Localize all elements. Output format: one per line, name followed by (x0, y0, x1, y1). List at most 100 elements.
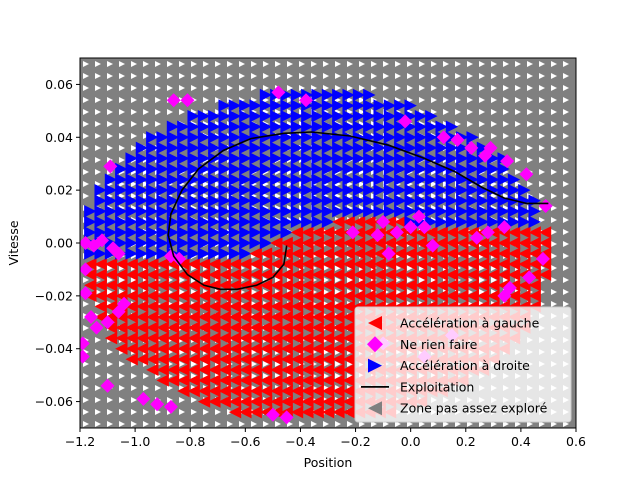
x-tick-label: −0.2 (340, 434, 370, 449)
accel-left-marker (528, 236, 541, 250)
do-nothing-marker (497, 220, 512, 235)
unexplored-marker (563, 217, 569, 223)
unexplored-marker (467, 109, 473, 115)
unexplored-marker (203, 277, 209, 283)
unexplored-marker (107, 145, 113, 151)
accel-left-marker (352, 289, 366, 303)
accel-left-marker (332, 331, 345, 345)
accel-left-marker (187, 321, 200, 334)
unexplored-marker (239, 421, 245, 427)
accel-left-marker (301, 247, 314, 260)
accel-right-marker (321, 215, 335, 229)
accel-right-marker (342, 152, 355, 165)
unexplored-marker (119, 97, 125, 103)
unexplored-marker (419, 85, 425, 91)
accel-left-marker (177, 363, 190, 377)
accel-left-marker (259, 268, 273, 281)
accel-right-marker (208, 120, 221, 133)
accel-right-marker (249, 141, 262, 155)
accel-left-marker (311, 289, 324, 303)
accel-left-marker (115, 257, 128, 271)
policy-markers (84, 88, 552, 419)
accel-right-marker (156, 205, 169, 218)
unexplored-marker (203, 193, 209, 199)
accel-right-marker (383, 131, 397, 144)
unexplored-marker (131, 385, 137, 391)
legend-box (354, 306, 572, 423)
accel-right-marker (156, 131, 169, 144)
accel-left-marker (466, 289, 479, 303)
accel-right-marker (135, 247, 149, 260)
accel-right-marker (115, 215, 128, 229)
accel-left-marker (321, 300, 335, 313)
unexplored-marker (515, 133, 521, 139)
accel-right-marker (280, 152, 293, 165)
do-nothing-marker (500, 154, 515, 169)
unexplored-marker (335, 61, 341, 67)
accel-right-marker (239, 247, 252, 260)
accel-right-marker (208, 152, 221, 165)
accel-right-marker (177, 162, 190, 176)
accel-right-marker (487, 183, 500, 197)
accel-left-marker (280, 331, 293, 345)
accel-right-marker (342, 141, 355, 155)
accel-right-marker (342, 194, 355, 207)
accel-left-marker (146, 321, 159, 334)
accel-left-marker (456, 236, 469, 250)
accel-right-marker (476, 173, 490, 186)
accel-left-marker (404, 289, 417, 303)
unexplored-marker (551, 121, 557, 127)
accel-left-marker (332, 405, 345, 419)
unexplored-marker (347, 97, 353, 103)
unexplored-marker (251, 85, 257, 91)
accel-left-marker (177, 353, 190, 366)
accel-left-marker (270, 257, 283, 271)
accel-right-marker (177, 236, 190, 250)
accel-right-marker (280, 215, 293, 229)
accel-right-marker (321, 152, 335, 165)
accel-right-marker (249, 236, 262, 250)
accel-left-marker (156, 363, 169, 377)
do-nothing-marker (89, 320, 104, 335)
accel-left-marker (507, 236, 521, 250)
accel-left-marker (290, 342, 304, 355)
do-nothing-marker (411, 209, 426, 224)
accel-left-marker (146, 289, 159, 303)
accel-left-marker (228, 257, 242, 271)
unexplored-marker (443, 85, 449, 91)
accel-left-marker (125, 257, 138, 271)
unexplored-marker (203, 85, 209, 91)
accel-right-marker (476, 141, 490, 155)
unexplored-marker (251, 349, 257, 355)
unexplored-marker (539, 97, 545, 103)
accel-right-marker (125, 236, 138, 250)
accel-right-marker (249, 194, 262, 207)
accel-left-marker (156, 300, 169, 313)
accel-left-marker (84, 289, 97, 303)
accel-right-marker (311, 173, 324, 186)
unexplored-marker (287, 85, 293, 91)
accel-left-marker (270, 236, 283, 250)
accel-right-marker (301, 120, 314, 133)
accel-right-marker (239, 236, 252, 250)
accel-left-marker (507, 247, 521, 260)
accel-right-marker (290, 109, 304, 123)
accel-left-marker (394, 257, 407, 271)
unexplored-marker (551, 301, 557, 307)
unexplored-marker (95, 337, 101, 343)
accel-right-marker (84, 226, 97, 239)
accel-left-marker (177, 310, 190, 324)
accel-left-marker (352, 279, 366, 292)
accel-left-marker (290, 384, 304, 398)
unexplored-marker (131, 85, 137, 91)
accel-right-marker (332, 173, 345, 186)
accel-left-marker (218, 395, 231, 408)
unexplored-marker (155, 85, 161, 91)
do-nothing-marker (469, 230, 484, 245)
unexplored-marker (83, 109, 89, 115)
accel-right-marker (177, 152, 190, 165)
accel-left-marker (197, 384, 211, 398)
unexplored-marker (227, 73, 233, 79)
accel-right-marker (352, 88, 366, 102)
unexplored-marker (299, 85, 305, 91)
